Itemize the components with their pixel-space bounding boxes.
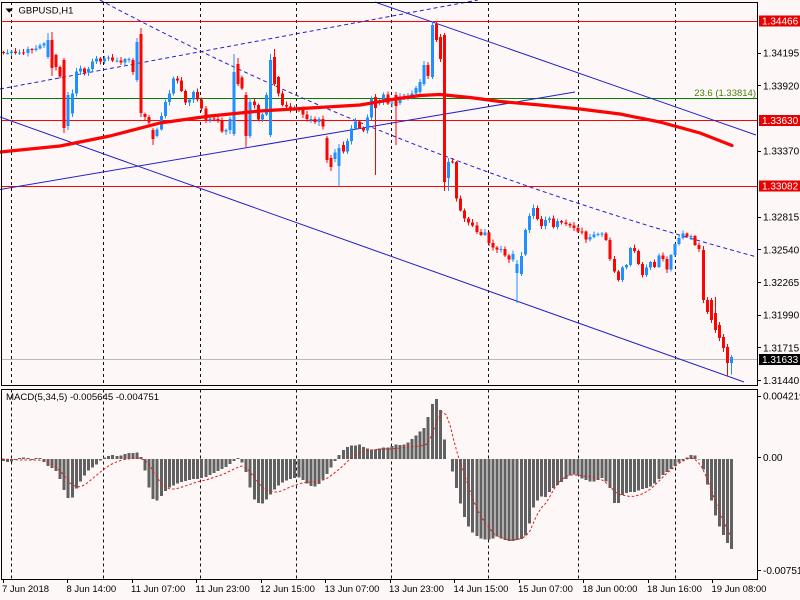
svg-text:1.31440: 1.31440 (763, 376, 800, 387)
svg-text:1.33920: 1.33920 (763, 81, 800, 92)
svg-text:1.31715: 1.31715 (763, 343, 800, 354)
svg-text:1.34195: 1.34195 (763, 49, 800, 60)
svg-text:0.004219: 0.004219 (763, 392, 800, 403)
svg-text:7 Jun 2018: 7 Jun 2018 (2, 584, 49, 595)
svg-text:1.33082: 1.33082 (762, 182, 799, 193)
svg-text:18 Jun 00:00: 18 Jun 00:00 (583, 584, 638, 595)
svg-text:14 Jun 15:00: 14 Jun 15:00 (454, 584, 509, 595)
svg-text:1.32265: 1.32265 (763, 278, 800, 289)
svg-text:MACD(5,34,5) -0.005645 -0.0047: MACD(5,34,5) -0.005645 -0.004751 (6, 392, 159, 403)
svg-text:1.33630: 1.33630 (762, 116, 799, 127)
svg-text:13 Jun 07:00: 13 Jun 07:00 (325, 584, 380, 595)
svg-text:15 Jun 07:00: 15 Jun 07:00 (518, 584, 573, 595)
svg-text:11 Jun 07:00: 11 Jun 07:00 (131, 584, 185, 595)
svg-text:1.31990: 1.31990 (763, 311, 800, 322)
svg-text:19 Jun 08:00: 19 Jun 08:00 (712, 584, 767, 595)
svg-text:1.34466: 1.34466 (762, 17, 799, 28)
svg-text:23.6 (1.33814): 23.6 (1.33814) (694, 88, 756, 99)
svg-text:13 Jun 23:00: 13 Jun 23:00 (389, 584, 444, 595)
svg-text:0.00: 0.00 (763, 453, 783, 464)
svg-text:1.32540: 1.32540 (763, 245, 800, 256)
svg-text:18 Jun 16:00: 18 Jun 16:00 (647, 584, 702, 595)
svg-text:12 Jun 15:00: 12 Jun 15:00 (260, 584, 315, 595)
svg-text:1.33370: 1.33370 (763, 147, 800, 158)
svg-text:GBPUSD,H1: GBPUSD,H1 (19, 6, 74, 17)
svg-text:8 Jun 14:00: 8 Jun 14:00 (67, 584, 117, 595)
svg-text:1.32815: 1.32815 (763, 213, 800, 224)
svg-text:11 Jun 23:00: 11 Jun 23:00 (196, 584, 250, 595)
svg-text:-0.007511: -0.007511 (763, 566, 800, 577)
svg-text:1.31633: 1.31633 (762, 355, 799, 366)
